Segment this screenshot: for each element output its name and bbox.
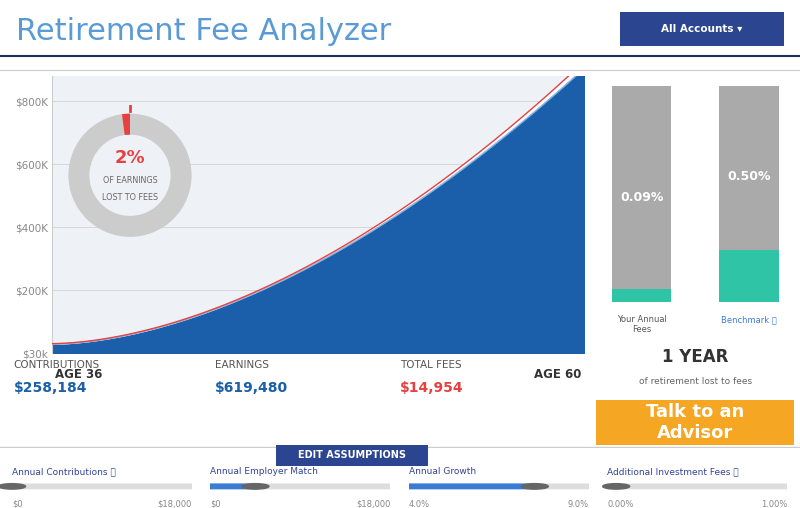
Text: $18,000: $18,000 — [158, 499, 192, 508]
Text: Annual Contributions ⓘ: Annual Contributions ⓘ — [12, 467, 116, 477]
FancyBboxPatch shape — [612, 289, 671, 302]
Text: OF EARNINGS: OF EARNINGS — [102, 176, 158, 185]
FancyBboxPatch shape — [596, 400, 794, 444]
Text: 4.0%: 4.0% — [409, 499, 430, 508]
Text: Your Annual
Fees: Your Annual Fees — [617, 315, 666, 334]
Circle shape — [242, 484, 269, 489]
FancyBboxPatch shape — [208, 484, 393, 489]
Circle shape — [522, 484, 548, 489]
FancyBboxPatch shape — [612, 86, 671, 289]
Text: AGE 36: AGE 36 — [54, 368, 102, 382]
FancyBboxPatch shape — [406, 484, 591, 489]
FancyBboxPatch shape — [619, 12, 784, 46]
Text: EDIT ASSUMPTIONS: EDIT ASSUMPTIONS — [298, 450, 406, 460]
Wedge shape — [69, 114, 192, 237]
Circle shape — [91, 136, 170, 214]
Circle shape — [602, 484, 630, 489]
FancyBboxPatch shape — [10, 484, 194, 489]
Text: Annual Growth: Annual Growth — [409, 467, 476, 477]
Text: $619,480: $619,480 — [215, 381, 289, 395]
Text: Annual Employer Match: Annual Employer Match — [210, 467, 318, 477]
FancyBboxPatch shape — [605, 484, 790, 489]
Circle shape — [0, 484, 26, 489]
Text: CONTRIBUTIONS: CONTRIBUTIONS — [14, 360, 100, 370]
Text: AGE 60: AGE 60 — [534, 368, 582, 382]
Wedge shape — [122, 114, 130, 135]
Text: $258,184: $258,184 — [14, 381, 87, 395]
FancyBboxPatch shape — [719, 250, 778, 302]
FancyBboxPatch shape — [406, 484, 538, 489]
Text: All Accounts ▾: All Accounts ▾ — [661, 24, 742, 34]
FancyBboxPatch shape — [276, 444, 428, 466]
Text: TOTAL FEES: TOTAL FEES — [400, 360, 462, 370]
Text: 0.00%: 0.00% — [607, 499, 634, 508]
Text: $0: $0 — [12, 499, 22, 508]
Text: $18,000: $18,000 — [356, 499, 390, 508]
Text: LOST TO FEES: LOST TO FEES — [102, 193, 158, 202]
Text: $14,954: $14,954 — [400, 381, 463, 395]
Text: 0.09%: 0.09% — [620, 191, 663, 204]
Text: Talk to an
Advisor: Talk to an Advisor — [646, 403, 744, 441]
Text: Benchmark ⓘ: Benchmark ⓘ — [721, 315, 777, 324]
Text: 1 YEAR: 1 YEAR — [662, 348, 728, 366]
Text: 0.50%: 0.50% — [727, 170, 770, 183]
Text: of retirement lost to fees: of retirement lost to fees — [638, 376, 752, 386]
FancyBboxPatch shape — [208, 484, 258, 489]
Text: $0: $0 — [210, 499, 221, 508]
Text: Retirement Fee Analyzer: Retirement Fee Analyzer — [16, 17, 391, 46]
Text: 9.0%: 9.0% — [568, 499, 589, 508]
Text: EARNINGS: EARNINGS — [215, 360, 270, 370]
Text: Additional Investment Fees ⓘ: Additional Investment Fees ⓘ — [607, 467, 739, 477]
FancyBboxPatch shape — [719, 86, 778, 250]
Text: 1.00%: 1.00% — [761, 499, 787, 508]
Text: 2%: 2% — [114, 149, 146, 168]
